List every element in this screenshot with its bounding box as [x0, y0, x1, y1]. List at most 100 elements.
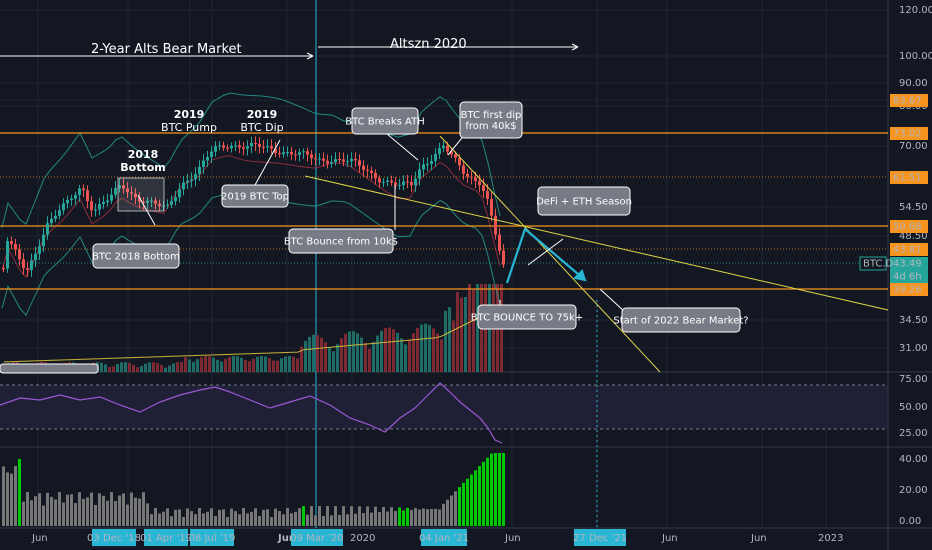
- candle-body: [38, 246, 41, 254]
- symbol-tag-text: BTC.D: [863, 259, 894, 270]
- oscillator-bar: [282, 514, 285, 526]
- annotation-2019-pump-year: 2019: [174, 108, 205, 121]
- price-level-tag-text: 83.67: [893, 96, 922, 107]
- candle-body: [490, 198, 493, 216]
- candle-body: [458, 157, 461, 166]
- volume-bar: [368, 348, 371, 372]
- oscillator-bar: [226, 517, 229, 526]
- callout-2018-bottom-box[interactable]: [92, 243, 180, 269]
- oscillator-bar: [322, 515, 325, 526]
- oscillator-bar: [346, 514, 349, 526]
- price-level-tag-text: 50.68: [893, 222, 922, 233]
- rsi-tick-label: 25.00: [899, 428, 928, 439]
- oscillator-bar: [134, 497, 137, 526]
- candle-body: [482, 185, 485, 191]
- oscillator-bar: [458, 487, 461, 526]
- volume-bar: [464, 297, 467, 372]
- oscillator-bar: [478, 466, 481, 526]
- oscillator-bar: [318, 506, 321, 526]
- time-marker-tag[interactable]: [291, 529, 343, 546]
- callout-btc-breaks-ath-box[interactable]: [351, 107, 419, 135]
- callout-2019-top-box[interactable]: [221, 184, 289, 208]
- oscillator-bar: [142, 492, 145, 526]
- time-tick-label: Jun: [504, 533, 521, 544]
- candle-body: [310, 154, 313, 159]
- candle-body: [410, 182, 413, 186]
- candle-body: [238, 145, 241, 148]
- candle-body: [274, 148, 277, 154]
- oscillator-bar: [54, 499, 57, 526]
- volume-bar: [232, 356, 235, 372]
- time-marker-tag[interactable]: [190, 529, 234, 546]
- oscillator-bar: [306, 514, 309, 526]
- volume-bar: [396, 332, 399, 372]
- candle-body: [182, 182, 185, 190]
- volume-bar: [416, 327, 419, 372]
- oscillator-bar: [390, 507, 393, 526]
- callout-first-dip-box[interactable]: [459, 101, 523, 139]
- oscillator-bar: [270, 517, 273, 526]
- volume-bar: [228, 356, 231, 372]
- candle-body: [242, 147, 245, 149]
- symbol-tag[interactable]: [859, 256, 887, 271]
- volume-bar: [324, 342, 327, 372]
- oscillator-bar: [382, 506, 385, 526]
- volume-bar: [108, 366, 111, 372]
- volume-bar: [128, 362, 131, 372]
- volume-bar: [292, 356, 295, 372]
- oscillator-bar: [190, 511, 193, 526]
- callout-bounce-75k-box[interactable]: [477, 304, 577, 330]
- oscillator-bar: [222, 509, 225, 526]
- candle-body: [470, 176, 473, 178]
- oscillator-bar: [254, 508, 257, 526]
- volume-bar: [420, 324, 423, 372]
- price-tick-label: 100.00: [899, 51, 932, 62]
- volume-bar: [304, 340, 307, 372]
- candle-body: [74, 194, 77, 199]
- callout-bounce-75k-text: BTC BOUNCE TO 75k+: [471, 313, 583, 324]
- time-marker-tag[interactable]: [574, 529, 626, 546]
- volume-bar: [140, 366, 143, 372]
- oscillator-bar: [418, 509, 421, 526]
- oscillator-bar: [42, 505, 45, 526]
- candle-body: [14, 244, 17, 250]
- callout-bounce-10k-box[interactable]: [288, 228, 394, 254]
- oscillator-bar: [342, 506, 345, 526]
- candle-body: [334, 159, 337, 162]
- time-marker-tag[interactable]: [92, 529, 136, 546]
- oscillator-bar: [274, 508, 277, 526]
- oscillator-bar: [378, 512, 381, 526]
- volume-bar: [180, 362, 183, 372]
- volume-bar: [332, 351, 335, 372]
- candle-body: [30, 260, 33, 270]
- candle-body: [130, 192, 133, 194]
- oscillator-bar: [338, 514, 341, 526]
- oscillator-bar: [2, 466, 5, 526]
- time-marker-tag[interactable]: [144, 529, 188, 546]
- callout-defi-eth-box[interactable]: [537, 186, 631, 216]
- volume-bar: [124, 362, 127, 372]
- callout-bounce-10k-text: BTC Bounce from 10k$: [284, 237, 398, 248]
- volume-bar: [308, 336, 311, 372]
- oscillator-bar: [6, 472, 9, 526]
- oscillator-bar: [358, 506, 361, 526]
- candle-body: [50, 218, 53, 224]
- oscillator-bar: [430, 508, 433, 526]
- volume-bar: [260, 356, 263, 372]
- candle-body: [318, 158, 321, 160]
- oscillator-bar: [502, 453, 505, 526]
- volume-bar: [192, 361, 195, 372]
- price-level-tag: [890, 220, 928, 233]
- volume-bar: [164, 367, 167, 372]
- time-marker-tag[interactable]: [421, 529, 467, 546]
- candle-body: [2, 268, 5, 269]
- callout-leader: [527, 238, 564, 266]
- price-level-tag-text: 61.51: [893, 173, 922, 184]
- oscillator-tick-label: 40.00: [899, 454, 928, 465]
- volume-bar: [280, 358, 283, 372]
- oscillator-bar: [186, 508, 189, 526]
- callout-bear-2022-box[interactable]: [621, 307, 741, 333]
- volume-bar: [244, 360, 247, 372]
- candle-body: [430, 160, 433, 165]
